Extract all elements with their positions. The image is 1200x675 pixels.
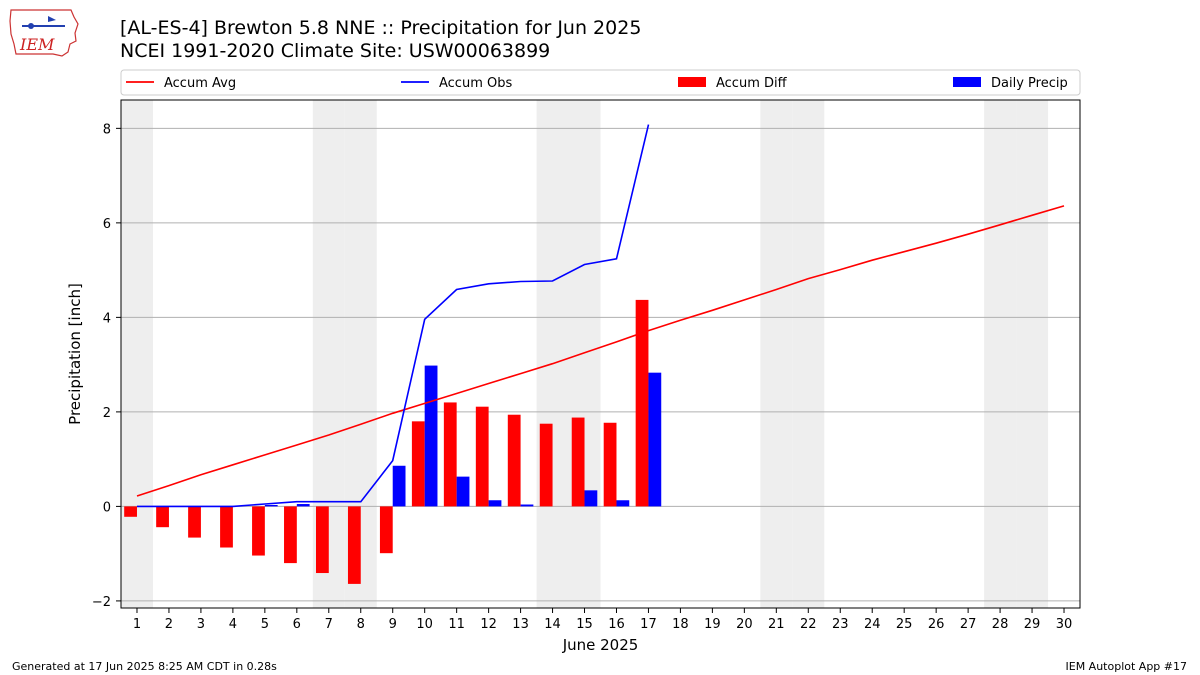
x-tick-label-22: 22: [800, 617, 817, 632]
x-tick-label-12: 12: [480, 617, 497, 632]
x-tick-label-18: 18: [672, 617, 689, 632]
accum-avg-line: [136, 205, 1065, 497]
daily-precip-bar-day-16: [616, 500, 630, 507]
x-tick-label-8: 8: [357, 617, 365, 632]
x-tick-label-30: 30: [1056, 617, 1073, 632]
legend-swatch-daily-precip: [953, 77, 981, 87]
x-tick-label-24: 24: [864, 617, 881, 632]
iowa-state-outline: [9, 9, 79, 57]
daily-precip-bar-day-11: [456, 476, 470, 507]
y-tick-label-8: 8: [103, 122, 111, 137]
y-axis-label: Precipitation [inch]: [66, 283, 84, 425]
x-tick-label-15: 15: [576, 617, 593, 632]
accum-diff-bar-day-3: [188, 506, 201, 538]
x-tick-label-26: 26: [928, 617, 945, 632]
chart-title: [AL-ES-4] Brewton 5.8 NNE :: Precipitati…: [120, 17, 642, 39]
daily-precip-bar-day-5: [264, 504, 278, 507]
x-tick-label-4: 4: [229, 617, 237, 632]
x-tick-label-28: 28: [992, 617, 1009, 632]
x-tick-label-11: 11: [448, 617, 465, 632]
axes: 1 2 3 4 5 6 7 8 9 10 11 12 13 14 15 16 17 18 19 20 21 22 23 24 2…: [92, 122, 1072, 632]
accum-diff-bar-day-2: [156, 506, 169, 528]
app-footer: IEM Autoplot App #17: [1065, 660, 1188, 673]
accum-diff-bar-day-12: [475, 406, 489, 507]
daily-precip-bar-day-12: [488, 500, 502, 507]
daily-precip-bar-day-17: [648, 372, 662, 507]
x-tick-label-3: 3: [197, 617, 205, 632]
legend-swatch-accum-diff: [678, 77, 706, 87]
x-tick-label-17: 17: [640, 617, 657, 632]
daily-precip-bar-day-6: [296, 504, 310, 507]
weekend-shade-day-21: [760, 100, 793, 608]
legend-label-accum-diff: Accum Diff: [716, 76, 788, 91]
weekend-shade-day-1: [121, 100, 153, 608]
x-tick-label-20: 20: [736, 617, 753, 632]
x-tick-label-6: 6: [293, 617, 301, 632]
x-tick-label-13: 13: [512, 617, 529, 632]
x-tick-label-9: 9: [389, 617, 397, 632]
x-tick-label-14: 14: [544, 617, 561, 632]
y-tick-label-0: 0: [103, 500, 111, 515]
legend-label-accum-avg: Accum Avg: [164, 76, 236, 91]
weekend-shade-day-29: [1016, 100, 1049, 608]
y-tick-label-2: 2: [103, 406, 111, 421]
accum-diff-bar-day-15: [571, 417, 585, 507]
weekend-shade-day-15: [568, 100, 601, 608]
weekend-shade-day-22: [792, 100, 825, 608]
accum-diff-bar-day-17: [635, 299, 649, 507]
x-axis-label: June 2025: [562, 636, 639, 654]
daily-precip-bar-day-13: [520, 504, 534, 507]
chart-subtitle: NCEI 1991-2020 Climate Site: USW00063899: [120, 40, 551, 62]
accum-diff-bar-day-6: [284, 506, 297, 564]
logo-dot: [28, 23, 34, 29]
y-tick-label--2: −2: [92, 595, 111, 610]
x-tick-label-7: 7: [325, 617, 333, 632]
bars: [124, 299, 662, 584]
legend-box: [120, 69, 1081, 96]
accum-diff-bar-day-9: [379, 506, 393, 554]
plot-frame: [120, 99, 1081, 609]
weekend-shade-day-28: [984, 100, 1017, 608]
legend-label-accum-obs: Accum Obs: [439, 76, 512, 91]
accum-diff-bar-day-13: [507, 414, 521, 507]
accum-diff-bar-day-1: [124, 506, 137, 517]
accum-obs-line: [137, 124, 650, 508]
x-tick-label-19: 19: [704, 617, 721, 632]
accum-diff-bar-day-14: [539, 423, 553, 507]
x-tick-label-21: 21: [768, 617, 785, 632]
accum-diff-bar-day-11: [443, 402, 457, 507]
x-tick-label-29: 29: [1024, 617, 1041, 632]
x-tick-label-27: 27: [960, 617, 977, 632]
accum-diff-bar-day-5: [252, 506, 265, 556]
x-tick-label-2: 2: [165, 617, 173, 632]
logo-text: IEM: [19, 35, 55, 54]
iem-logo: IEM: [9, 9, 79, 57]
x-tick-label-5: 5: [261, 617, 269, 632]
generated-footer: Generated at 17 Jun 2025 8:25 AM CDT in …: [12, 660, 277, 673]
accum-diff-bar-day-7: [315, 506, 329, 574]
lines: [136, 124, 1065, 508]
x-tick-label-10: 10: [416, 617, 433, 632]
accum-diff-bar-day-4: [220, 506, 233, 548]
x-tick-label-23: 23: [832, 617, 849, 632]
y-tick-label-4: 4: [103, 311, 111, 326]
daily-precip-bar-day-9: [392, 465, 406, 507]
accum-diff-bar-day-10: [411, 421, 425, 507]
x-tick-label-1: 1: [133, 617, 141, 632]
daily-precip-bar-day-10: [424, 365, 438, 507]
gridlines: [121, 127, 1080, 602]
accum-diff-bar-day-16: [603, 422, 617, 507]
weekend-shade-day-14: [536, 100, 569, 608]
x-tick-label-16: 16: [608, 617, 625, 632]
y-tick-label-6: 6: [103, 217, 111, 232]
legend: Accum Avg Accum Obs Accum Diff Daily Precip: [120, 69, 1081, 96]
logo-flag: [48, 16, 56, 22]
daily-precip-bar-day-15: [584, 490, 598, 507]
accum-diff-bar-day-8: [347, 506, 361, 584]
x-tick-label-25: 25: [896, 617, 913, 632]
legend-label-daily-precip: Daily Precip: [991, 76, 1068, 91]
